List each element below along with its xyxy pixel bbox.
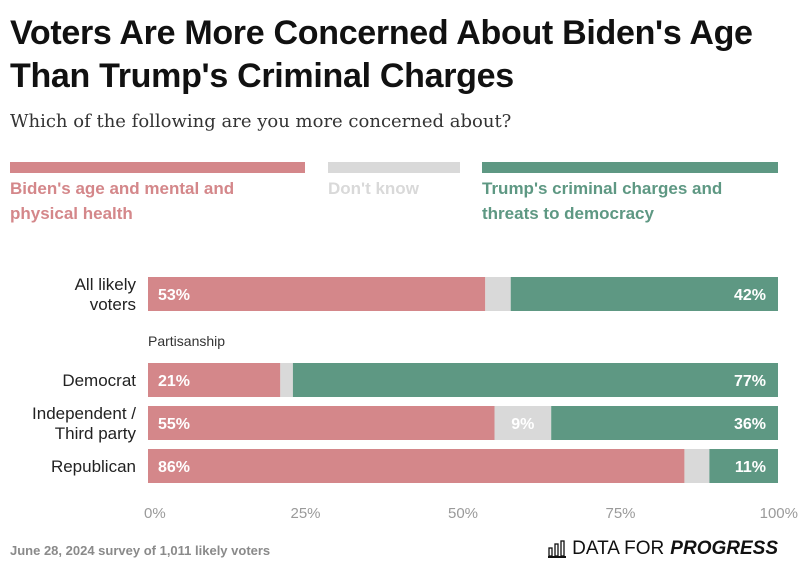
legend-swatch-dont-know bbox=[328, 162, 460, 173]
data-label: 55% bbox=[158, 416, 190, 433]
data-label: 36% bbox=[734, 416, 766, 433]
legend-label-biden: Biden's age and mental and physical heal… bbox=[10, 179, 235, 223]
data-label: 11% bbox=[735, 459, 766, 476]
bar-segment bbox=[494, 406, 552, 440]
data-label: 21% bbox=[158, 373, 190, 390]
bar-segment bbox=[148, 406, 495, 440]
x-tick-label: 25% bbox=[290, 505, 320, 522]
bar-segment bbox=[684, 449, 710, 483]
x-tick-label: 50% bbox=[448, 505, 478, 522]
brand-word-progress: PROGRESS bbox=[670, 538, 778, 559]
bar-segment bbox=[485, 277, 511, 311]
group-label-partisanship: Partisanship bbox=[148, 333, 225, 349]
legend-swatch-trump bbox=[482, 162, 778, 173]
data-label: 9% bbox=[511, 416, 534, 433]
bar-segment bbox=[148, 363, 281, 397]
brand-word-data-for: DATA FOR bbox=[572, 538, 665, 559]
footer-note: June 28, 2024 survey of 1,011 likely vot… bbox=[10, 543, 271, 558]
data-label: 53% bbox=[158, 287, 190, 304]
category-label: Democrat bbox=[62, 371, 136, 390]
bar-segment bbox=[510, 277, 778, 311]
data-label: 86% bbox=[158, 459, 190, 476]
chart-subtitle: Which of the following are you more conc… bbox=[10, 111, 512, 132]
category-label: All likely voters bbox=[75, 275, 137, 314]
legend-swatch-biden bbox=[10, 162, 305, 173]
bar-segment bbox=[148, 277, 486, 311]
x-tick-label: 0% bbox=[144, 505, 166, 522]
bar-segment bbox=[551, 406, 778, 440]
bar-segment bbox=[148, 449, 685, 483]
data-label: 77% bbox=[734, 373, 766, 390]
bar-segment bbox=[292, 363, 778, 397]
legend-label-trump: Trump's criminal charges and threats to … bbox=[482, 179, 723, 223]
x-tick-label: 75% bbox=[605, 505, 635, 522]
data-label: 42% bbox=[734, 287, 766, 304]
category-label: Independent / Third party bbox=[32, 404, 136, 443]
bar-segment bbox=[280, 363, 293, 397]
bar-segment bbox=[709, 449, 778, 483]
bar-chart-icon bbox=[548, 540, 567, 558]
x-tick-label: 100% bbox=[760, 505, 798, 522]
legend-label-dont-know: Don't know bbox=[328, 179, 419, 198]
category-label: Republican bbox=[51, 457, 136, 476]
brand-logo: DATA FOR PROGRESS bbox=[548, 538, 778, 560]
chart-title: Voters Are More Concerned About Biden's … bbox=[10, 14, 753, 95]
